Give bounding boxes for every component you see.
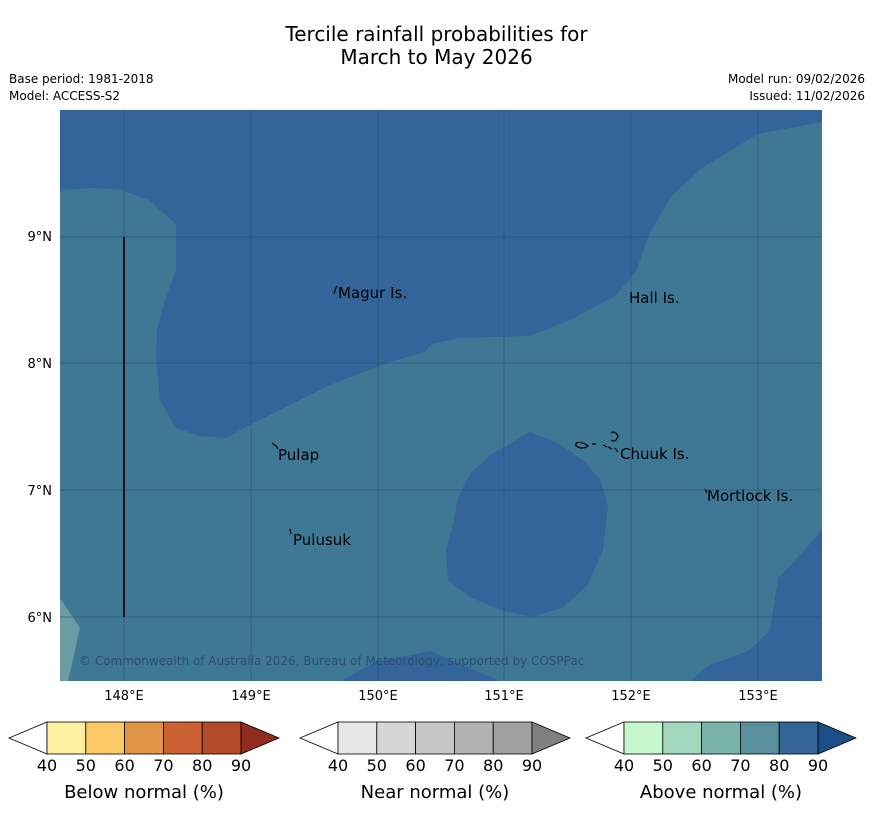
model-run: Model run: 09/02/2026 (727, 72, 865, 86)
legend-swatch (740, 721, 780, 755)
legend-tick-label: 70 (730, 756, 750, 775)
island-outlines (271, 285, 708, 535)
legend-tick-label: 90 (808, 756, 828, 775)
legend-swatch (662, 721, 702, 755)
lon-label: 149°E (231, 689, 271, 704)
legend-title: Near normal (%) (361, 782, 510, 803)
above-80-90-region (446, 432, 608, 617)
legend-swatch (162, 721, 203, 755)
legend-low-extension (584, 721, 625, 755)
legend-tick-label: 70 (444, 756, 464, 775)
legend-low-extension (298, 721, 339, 755)
legend-tick-label: 50 (653, 756, 673, 775)
legend-title: Below normal (%) (64, 782, 224, 803)
copyright-text: © Commonwealth of Australia 2026, Bureau… (79, 654, 584, 668)
legend-swatch (701, 721, 741, 755)
near-normal-legend: 40 50 60 70 80 90 Near normal (%) (298, 721, 572, 803)
above-normal-legend: 40 50 60 70 80 90 Above normal (%) (584, 721, 858, 803)
legend-tick-label: 70 (153, 756, 173, 775)
legend-swatch (415, 721, 455, 755)
legend-title: Above normal (%) (640, 782, 802, 803)
lat-label: 7°N (28, 484, 53, 499)
legend-swatch (623, 721, 664, 755)
legend-swatch (492, 721, 533, 755)
base-period: Base period: 1981-2018 (9, 72, 154, 86)
place-label: Pulap (278, 446, 319, 464)
legend-tick-label: 90 (522, 756, 542, 775)
title-line-1: Tercile rainfall probabilities for (285, 22, 588, 46)
legend-low-extension (7, 721, 48, 755)
legend-tick-label: 40 (37, 756, 57, 775)
place-label: Hall Is. (629, 289, 680, 307)
legend-tick-label: 90 (231, 756, 251, 775)
legend-swatch (85, 721, 126, 755)
model-name: Model: ACCESS-S2 (9, 89, 121, 103)
legend-swatch (46, 721, 87, 755)
legend-swatch (778, 721, 819, 755)
above-60-70-region (60, 598, 80, 681)
legend-swatch (201, 721, 242, 755)
place-labels: Magur Is. Hall Is. Pulap Chuuk Is. Mortl… (278, 284, 793, 549)
place-label: Mortlock Is. (707, 487, 793, 505)
title-line-2: March to May 2026 (340, 45, 533, 69)
legend-tick-label: 40 (614, 756, 634, 775)
lat-label: 8°N (28, 357, 53, 372)
map-panel: © Commonwealth of Australia 2026, Bureau… (60, 110, 822, 681)
place-label: Magur Is. (338, 284, 407, 302)
legend-high-extension (531, 721, 572, 755)
longitude-labels: 148°E 149°E 150°E 151°E 152°E 153°E (104, 689, 778, 704)
legend-tick-label: 80 (192, 756, 212, 775)
latitude-labels: 9°N 8°N 7°N 6°N (28, 230, 53, 626)
legend-high-extension (817, 721, 858, 755)
legend-layer: 40 50 60 70 80 90 Below normal (%) 40 50 60 70 80 90… (7, 721, 858, 803)
place-label: Pulusuk (293, 531, 351, 549)
lon-label: 151°E (484, 689, 524, 704)
issued-date: Issued: 11/02/2026 (749, 89, 865, 103)
lon-label: 148°E (104, 689, 144, 704)
lon-label: 150°E (358, 689, 398, 704)
lon-label: 152°E (611, 689, 651, 704)
above-70-80-region (60, 122, 822, 681)
legend-swatch (453, 721, 494, 755)
legend-tick-label: 40 (328, 756, 348, 775)
legend-swatch (376, 721, 416, 755)
legend-swatch (337, 721, 378, 755)
legend-tick-label: 60 (691, 756, 711, 775)
legend-tick-label: 80 (769, 756, 789, 775)
legend-tick-label: 80 (483, 756, 503, 775)
legend-swatch (124, 721, 164, 755)
legend-tick-label: 60 (114, 756, 134, 775)
lon-label: 153°E (738, 689, 778, 704)
legend-tick-label: 50 (367, 756, 387, 775)
legend-tick-label: 50 (76, 756, 96, 775)
place-label: Chuuk Is. (620, 445, 689, 463)
lat-label: 6°N (28, 611, 53, 626)
legend-tick-label: 60 (405, 756, 425, 775)
lat-label: 9°N (28, 230, 53, 245)
legend-high-extension (240, 721, 281, 755)
below-normal-legend: 40 50 60 70 80 90 Below normal (%) (7, 721, 281, 803)
